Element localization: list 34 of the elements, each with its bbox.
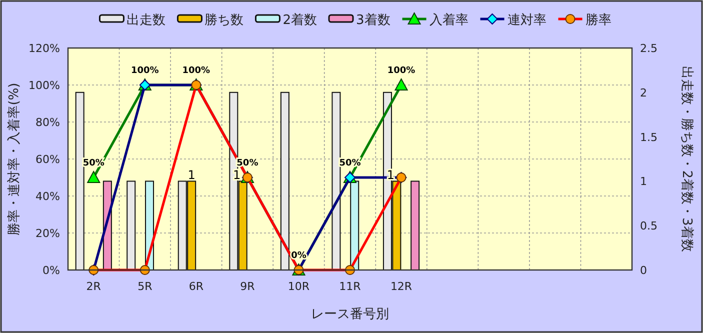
x-axis-title: レース番号別	[311, 307, 389, 322]
legend-label: 2着数	[282, 12, 317, 28]
legend-label: 勝率	[585, 12, 612, 28]
y2-tick-label: 0.5	[640, 220, 658, 233]
data-label: 100%	[387, 66, 416, 76]
y2-tick-label: 0	[640, 264, 647, 277]
y2-tick-label: 2.5	[640, 42, 658, 55]
data-label: 1	[188, 168, 196, 182]
x-tick-label: 5R	[138, 280, 153, 293]
y2-tick-label: 1	[640, 175, 647, 188]
y-tick-label: 120%	[28, 42, 60, 55]
data-label: 100%	[131, 66, 159, 76]
y-tick-label: 100%	[28, 79, 60, 92]
y2-tick-label: 2	[640, 86, 647, 100]
y-tick-label: 0%	[42, 264, 60, 277]
y-tick-label: 60%	[36, 153, 60, 166]
data-label: 100%	[182, 66, 210, 76]
x-tick-label: 11R	[339, 280, 362, 293]
legend-label: 3着数	[356, 12, 390, 28]
y-tick-label: 40%	[36, 190, 60, 203]
x-tick-label: 6R	[188, 280, 204, 293]
y2-tick-label: 1.5	[640, 130, 658, 144]
x-tick-label: 2R	[86, 280, 102, 293]
y-axis-title: 勝率・連対率・入着率(%)	[6, 82, 22, 236]
y2-axis-title: 出走数・勝ち数・2着数・3着数	[679, 66, 695, 252]
y-tick-label: 80%	[36, 116, 60, 129]
legend-label: 入着率	[429, 12, 468, 28]
x-tick-label: 10R	[288, 280, 310, 293]
legend-label: 勝ち数	[204, 13, 244, 28]
x-tick-label: 9R	[240, 280, 256, 293]
x-tick-label: 12R	[390, 280, 412, 293]
legend-label: 出走数	[126, 13, 166, 28]
y-tick-label: 20%	[36, 227, 60, 240]
legend-label: 連対率	[507, 12, 546, 28]
